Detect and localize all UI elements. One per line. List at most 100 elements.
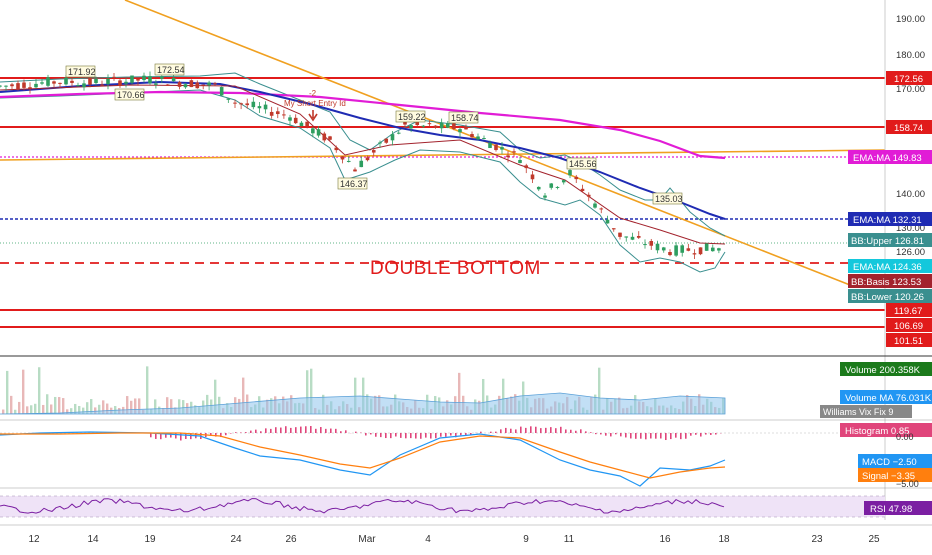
- candle-body: [606, 220, 610, 224]
- histogram-bar: [600, 433, 602, 434]
- candle-body: [581, 189, 585, 191]
- price-tick-190: 190.00: [896, 14, 925, 25]
- candle-body: [213, 83, 217, 84]
- candle-body: [347, 161, 351, 162]
- macd-line: [0, 432, 725, 486]
- histogram-bar: [535, 427, 537, 433]
- candle-body: [353, 169, 357, 171]
- date-tick: 4: [425, 534, 431, 545]
- candle-body: [446, 123, 450, 127]
- rsi-band: [0, 496, 885, 517]
- candle-body: [100, 85, 104, 86]
- histogram-bar: [260, 431, 262, 433]
- label-volume-ma: Volume MA 76.031K: [845, 393, 932, 404]
- candle-body: [464, 127, 468, 129]
- histogram-bar: [700, 433, 702, 437]
- histogram-bar: [715, 433, 717, 435]
- candle-body: [16, 83, 20, 89]
- volume-bar: [2, 410, 4, 414]
- candle-body: [384, 139, 388, 143]
- candle-body: [612, 228, 616, 229]
- candle-body: [458, 129, 462, 132]
- histogram-bar: [615, 433, 617, 434]
- label-170-66: 170.66: [117, 90, 145, 100]
- label-145-56: 145.56: [569, 159, 597, 169]
- histogram-bar: [340, 431, 342, 433]
- volume-bar: [62, 398, 64, 414]
- histogram-bar: [495, 432, 497, 433]
- histogram-bar: [665, 433, 667, 440]
- volume-ma-area: [0, 393, 725, 414]
- label-level-172: 172.56: [894, 74, 923, 85]
- signal-line: [0, 433, 725, 478]
- candle-body: [34, 84, 38, 87]
- label-158-74: 158.74: [451, 113, 479, 123]
- histogram-bar: [345, 430, 347, 433]
- histogram-bar: [705, 433, 707, 435]
- volume-bar: [6, 371, 8, 414]
- candle-body: [549, 183, 553, 187]
- candle-body: [276, 111, 280, 114]
- candle-body: [258, 106, 262, 108]
- volume-bar: [30, 405, 32, 414]
- candle-body: [476, 136, 480, 139]
- candle-body: [518, 160, 522, 163]
- candle-body: [40, 82, 44, 83]
- histogram-bar: [230, 433, 232, 434]
- candle-body: [599, 208, 603, 209]
- candle-body: [662, 247, 666, 250]
- histogram-bar: [285, 426, 287, 433]
- candle-body: [378, 142, 382, 143]
- candle-body: [264, 105, 268, 110]
- histogram-bar: [320, 427, 322, 433]
- candle-body: [178, 82, 182, 87]
- label-135-03: 135.03: [655, 194, 683, 204]
- candle-body: [680, 245, 684, 252]
- date-tick: 19: [144, 534, 156, 545]
- histogram-bar: [605, 433, 607, 436]
- price-tick-170: 170.00: [896, 84, 925, 95]
- volume-bar: [22, 370, 24, 414]
- candle-body: [624, 236, 628, 237]
- histogram-bar: [355, 432, 357, 433]
- histogram-bar: [540, 428, 542, 433]
- histogram-bar: [390, 433, 392, 438]
- histogram-bar: [290, 428, 292, 433]
- candle-body: [172, 78, 176, 81]
- histogram-bar: [660, 433, 662, 438]
- histogram-bar: [580, 429, 582, 433]
- histogram-bar: [490, 432, 492, 433]
- histogram-bar: [710, 433, 712, 435]
- candle-body: [118, 80, 122, 86]
- candle-body: [341, 156, 345, 159]
- histogram-bar: [335, 429, 337, 433]
- histogram-bar: [330, 429, 332, 433]
- histogram-bar: [240, 432, 242, 433]
- candle-body: [512, 151, 516, 152]
- volume-bar: [26, 406, 28, 414]
- candle-body: [317, 129, 321, 135]
- candle-body: [656, 244, 660, 251]
- histogram-bar: [370, 433, 372, 434]
- candle-body: [366, 157, 370, 160]
- candle-body: [711, 248, 715, 252]
- candle-body: [568, 170, 572, 175]
- histogram-bar: [280, 428, 282, 433]
- candle-body: [94, 79, 98, 83]
- candle-body: [220, 87, 224, 95]
- candle-body: [270, 112, 274, 116]
- candle-body: [674, 245, 678, 255]
- histogram-bar: [650, 433, 652, 438]
- histogram-bar: [270, 429, 272, 433]
- candle-body: [482, 138, 486, 139]
- candle-body: [252, 102, 256, 107]
- histogram-bar: [380, 433, 382, 437]
- candle-body: [556, 187, 560, 188]
- candle-body: [64, 78, 68, 85]
- volume-bar: [34, 404, 36, 414]
- histogram-bar: [590, 432, 592, 433]
- date-tick: Mar: [358, 534, 376, 545]
- volume-bar: [58, 397, 60, 414]
- candle-body: [282, 114, 286, 115]
